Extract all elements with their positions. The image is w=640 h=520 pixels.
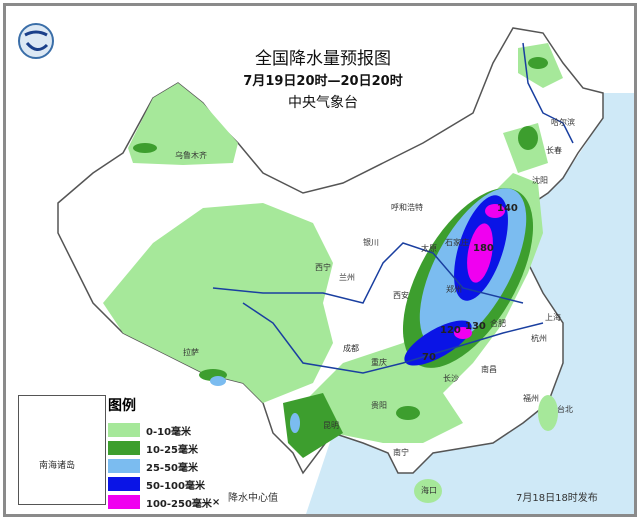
center-note: 降水中心值: [228, 493, 278, 504]
legend-swatch: [108, 423, 140, 437]
city-label: 沈阳: [532, 175, 548, 185]
city-label: 哈尔滨: [551, 117, 575, 127]
city-label: 兰州: [339, 272, 355, 282]
center-marker-icon: ×: [211, 496, 221, 508]
legend-swatch: [108, 495, 140, 509]
center-value: 130: [465, 321, 486, 332]
city-label: 银川: [363, 237, 379, 247]
city-label: 合肥: [490, 318, 506, 328]
city-label: 台北: [557, 404, 573, 414]
center-value: 120: [440, 325, 461, 336]
city-label: 昆明: [323, 421, 339, 430]
south-china-sea-inset: 南海诸岛: [18, 395, 106, 505]
city-label: 郑州: [446, 284, 462, 294]
city-label: 西宁: [315, 262, 331, 272]
center-value: 70: [422, 352, 436, 363]
inset-label: 南海诸岛: [39, 461, 76, 471]
city-label: 呼和浩特: [391, 202, 423, 212]
city-label: 南昌: [481, 364, 497, 374]
city-label: 乌鲁木齐: [175, 150, 207, 160]
legend-item: 25-50毫米: [108, 457, 220, 475]
city-label: 拉萨: [183, 347, 199, 357]
legend-swatch: [108, 459, 140, 473]
legend-swatch: [108, 441, 140, 455]
release-time: 7月18日18时发布: [516, 493, 598, 504]
city-label: 重庆: [371, 357, 387, 367]
city-label: 上海: [545, 312, 561, 322]
legend-item: 50-100毫米: [108, 475, 220, 493]
map-frame: 乌鲁木齐 哈尔滨 长春 沈阳 呼和浩特 太原 石家庄 郑州 西安 兰州 西宁 银…: [3, 3, 637, 517]
cma-logo: [18, 23, 54, 59]
city-label: 南宁: [393, 447, 409, 457]
rivers: [212, 42, 574, 374]
forecast-period: 7月19日20时—20日20时: [243, 74, 403, 89]
legend-item: 100-250毫米 ×: [108, 493, 220, 511]
city-label: 福州: [523, 394, 539, 403]
city-label: 太原: [421, 243, 437, 253]
legend-item: 10-25毫米: [108, 439, 220, 457]
center-value: 140: [497, 203, 518, 214]
center-value: 180: [473, 243, 494, 254]
legend-label: 10-25毫米: [146, 444, 198, 456]
rain-100-250-areas: [454, 204, 505, 339]
city-label: 杭州: [531, 333, 547, 343]
city-label: 长沙: [443, 373, 459, 383]
city-label: 西安: [393, 290, 409, 300]
city-label: 长春: [546, 145, 562, 155]
legend-swatch: [108, 477, 140, 491]
city-label: 成都: [343, 343, 359, 353]
legend-label: 25-50毫米: [146, 462, 198, 474]
city-label: 海口: [421, 485, 437, 495]
precip-center-values: 140 180 130 120 70: [422, 203, 518, 363]
legend-title: 图例: [108, 398, 136, 414]
legend-item: 0-10毫米: [108, 421, 220, 439]
legend-label: 100-250毫米: [146, 498, 212, 510]
legend-label: 0-10毫米: [146, 426, 192, 438]
precipitation-map: 乌鲁木齐 哈尔滨 长春 沈阳 呼和浩特 太原 石家庄 郑州 西安 兰州 西宁 银…: [18, 23, 634, 514]
city-label: 贵阳: [371, 400, 387, 410]
legend-label: 50-100毫米: [146, 480, 205, 492]
legend: 图例 0-10毫米 10-25毫米 25-50毫米 50-100毫米 100-2…: [108, 395, 220, 511]
city-label: 石家庄: [445, 237, 469, 247]
issuer: 中央气象台: [288, 95, 358, 111]
map-title: 全国降水量预报图: [255, 49, 391, 69]
city-labels: 乌鲁木齐 哈尔滨 长春 沈阳 呼和浩特 太原 石家庄 郑州 西安 兰州 西宁 银…: [175, 117, 575, 495]
